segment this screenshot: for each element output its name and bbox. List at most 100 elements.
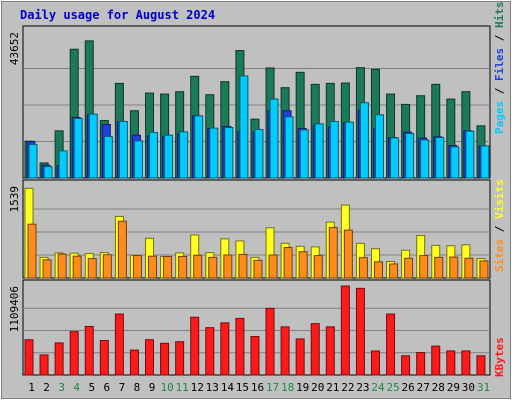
kbytes-panel-ymax-label: 1109406: [8, 286, 21, 332]
visits-panel-sites-bar-day-14: [223, 254, 233, 279]
visits-panel-sites-bar-day-21: [328, 226, 338, 279]
kbytes-panel-kbytes-bar-day-5: [84, 325, 94, 376]
visits-panel-sites-bar-day-22: [343, 229, 353, 279]
kbytes-panel-kbytes-bar-day-19: [295, 338, 305, 376]
x-axis-day-labels: 1 2 3 4 5 6 7 8 9 10 11 12 13 14 15 16 17 18 19 20 21 22 23 24 2…: [28, 381, 490, 394]
kbytes-panel-kbytes-bar-day-14: [220, 322, 230, 376]
visits-panel-sites-bar-day-20: [313, 255, 323, 279]
day-label-18: 18: [281, 381, 294, 394]
visits-panel: 1539 Sites / Visits: [8, 179, 506, 279]
day-label-1: 1: [28, 381, 35, 394]
kbytes-panel-kbytes-bar-day-2: [39, 354, 49, 376]
visits-panel-sites-bar-day-5: [87, 258, 97, 279]
hits-panel-pages-bar-day-21: [329, 120, 339, 179]
day-label-26: 26: [402, 381, 415, 394]
kbytes-panel-kbytes-bar-day-17: [265, 307, 275, 376]
hits-panel-pages-bar-day-6: [103, 136, 113, 179]
kbytes-panel-kbytes-bar-day-16: [250, 335, 260, 376]
kbytes-panel-kbytes-bar-day-18: [280, 326, 290, 376]
visits-panel-sites-bar-day-28: [434, 256, 444, 279]
hits-panel-legend-item: Pages: [493, 101, 506, 134]
kbytes-panel-kbytes-bar-day-7: [114, 313, 124, 376]
day-label-29: 29: [447, 381, 460, 394]
hits-panel-legend-item: Files: [493, 48, 506, 81]
hits-panel-pages-bar-day-25: [390, 137, 400, 179]
day-label-4: 4: [73, 381, 80, 394]
visits-panel-sites-bar-day-16: [253, 259, 263, 279]
visits-panel-ymax-label: 1539: [8, 186, 21, 213]
kbytes-panel-kbytes-bar-day-1: [24, 339, 34, 376]
visits-panel-sites-bar-day-10: [163, 255, 173, 279]
hits-panel-ymax-label: 43652: [8, 32, 21, 65]
hits-panel-pages-bar-day-4: [73, 117, 83, 179]
hits-panel-pages-bar-day-18: [284, 116, 294, 179]
visits-panel-sites-bar-day-8: [132, 255, 142, 279]
hits-panel-pages-bar-day-9: [149, 132, 159, 179]
kbytes-panel-kbytes-bar-day-13: [205, 327, 215, 376]
hits-panel-legend-item: Hits: [493, 2, 506, 29]
day-label-8: 8: [134, 381, 141, 394]
hits-panel: 43652 Pages / Files / Hits: [8, 2, 506, 179]
visits-panel-sites-bar-day-9: [148, 255, 158, 279]
visits-panel-sites-bar-day-27: [419, 255, 429, 279]
kbytes-panel-kbytes-bar-day-12: [190, 316, 200, 376]
day-label-20: 20: [311, 381, 324, 394]
visits-panel-sites-bar-day-19: [298, 251, 308, 279]
visits-panel-sites-bar-day-31: [479, 260, 489, 279]
kbytes-panel-legend-item: KBytes: [493, 337, 506, 377]
visits-panel-sites-bar-day-1: [27, 223, 37, 279]
kbytes-panel-kbytes-bar-day-23: [355, 287, 365, 376]
kbytes-panel-kbytes-bar-day-28: [431, 345, 441, 376]
hits-panel-pages-bar-day-29: [450, 146, 460, 179]
kbytes-panel-kbytes-bar-day-26: [401, 355, 411, 376]
day-label-17: 17: [266, 381, 279, 394]
hits-panel-pages-bar-day-19: [299, 129, 309, 179]
hits-panel-pages-bar-day-12: [194, 115, 204, 179]
kbytes-panel-kbytes-bar-day-8: [129, 349, 139, 376]
day-label-2: 2: [43, 381, 50, 394]
visits-panel-sites-bar-day-25: [389, 263, 399, 279]
visits-panel-sites-bar-day-13: [208, 256, 218, 279]
hits-panel-pages-bar-day-5: [88, 113, 98, 179]
kbytes-panel-kbytes-bar-day-11: [175, 341, 185, 376]
hits-panel-pages-bar-day-22: [344, 121, 354, 179]
day-label-5: 5: [88, 381, 95, 394]
kbytes-panel-kbytes-bar-day-15: [235, 317, 245, 376]
kbytes-panel-kbytes-bar-day-20: [310, 323, 320, 376]
hits-panel-pages-bar-day-17: [269, 98, 279, 179]
day-label-21: 21: [326, 381, 339, 394]
day-label-10: 10: [160, 381, 173, 394]
visits-panel-legend-separator: /: [493, 219, 506, 239]
chart-title: Daily usage for August 2024: [20, 8, 215, 22]
hits-panel-pages-bar-day-31: [480, 145, 490, 179]
kbytes-panel-kbytes-bar-day-6: [99, 340, 109, 376]
hits-panel-pages-bar-day-1: [28, 144, 38, 179]
visits-panel-sites-bar-day-24: [373, 261, 383, 279]
day-label-22: 22: [341, 381, 354, 394]
kbytes-panel-kbytes-bar-day-22: [340, 285, 350, 376]
day-label-27: 27: [417, 381, 430, 394]
day-label-11: 11: [176, 381, 189, 394]
visits-panel-sites-bar-day-18: [283, 247, 293, 279]
kbytes-panel-kbytes-bar-day-24: [370, 350, 380, 376]
day-label-30: 30: [462, 381, 475, 394]
visits-panel-sites-bar-day-11: [178, 255, 188, 279]
visits-panel-sites-bar-day-17: [268, 254, 278, 279]
hits-panel-pages-bar-day-24: [374, 114, 384, 179]
hits-panel-pages-bar-day-16: [254, 129, 264, 179]
kbytes-panel: 1109406 KBytes: [8, 279, 506, 377]
hits-panel-pages-bar-day-13: [209, 127, 219, 179]
visits-panel-sites-bar-day-12: [193, 254, 203, 279]
visits-panel-sites-bar-day-7: [117, 220, 127, 279]
day-label-12: 12: [191, 381, 204, 394]
day-label-16: 16: [251, 381, 264, 394]
hits-panel-legend-separator: /: [493, 81, 506, 101]
day-label-7: 7: [119, 381, 126, 394]
hits-panel-pages-bar-day-28: [435, 137, 445, 179]
day-label-3: 3: [58, 381, 65, 394]
hits-panel-pages-bar-day-27: [420, 139, 430, 179]
visits-panel-sites-bar-day-30: [464, 257, 474, 279]
day-label-13: 13: [206, 381, 219, 394]
kbytes-panel-kbytes-bar-day-29: [446, 350, 456, 376]
